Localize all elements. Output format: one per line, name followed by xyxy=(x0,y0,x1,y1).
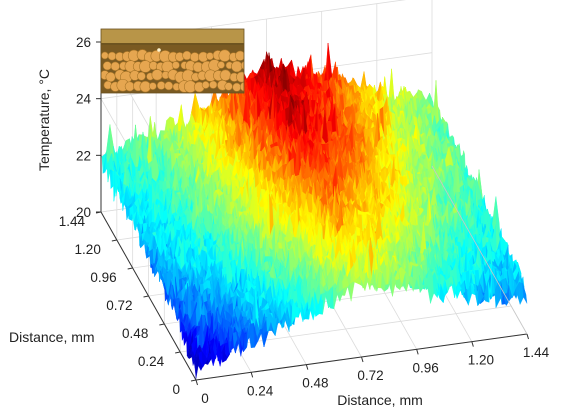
surface-patch xyxy=(442,117,447,123)
surface-layer xyxy=(100,43,528,379)
